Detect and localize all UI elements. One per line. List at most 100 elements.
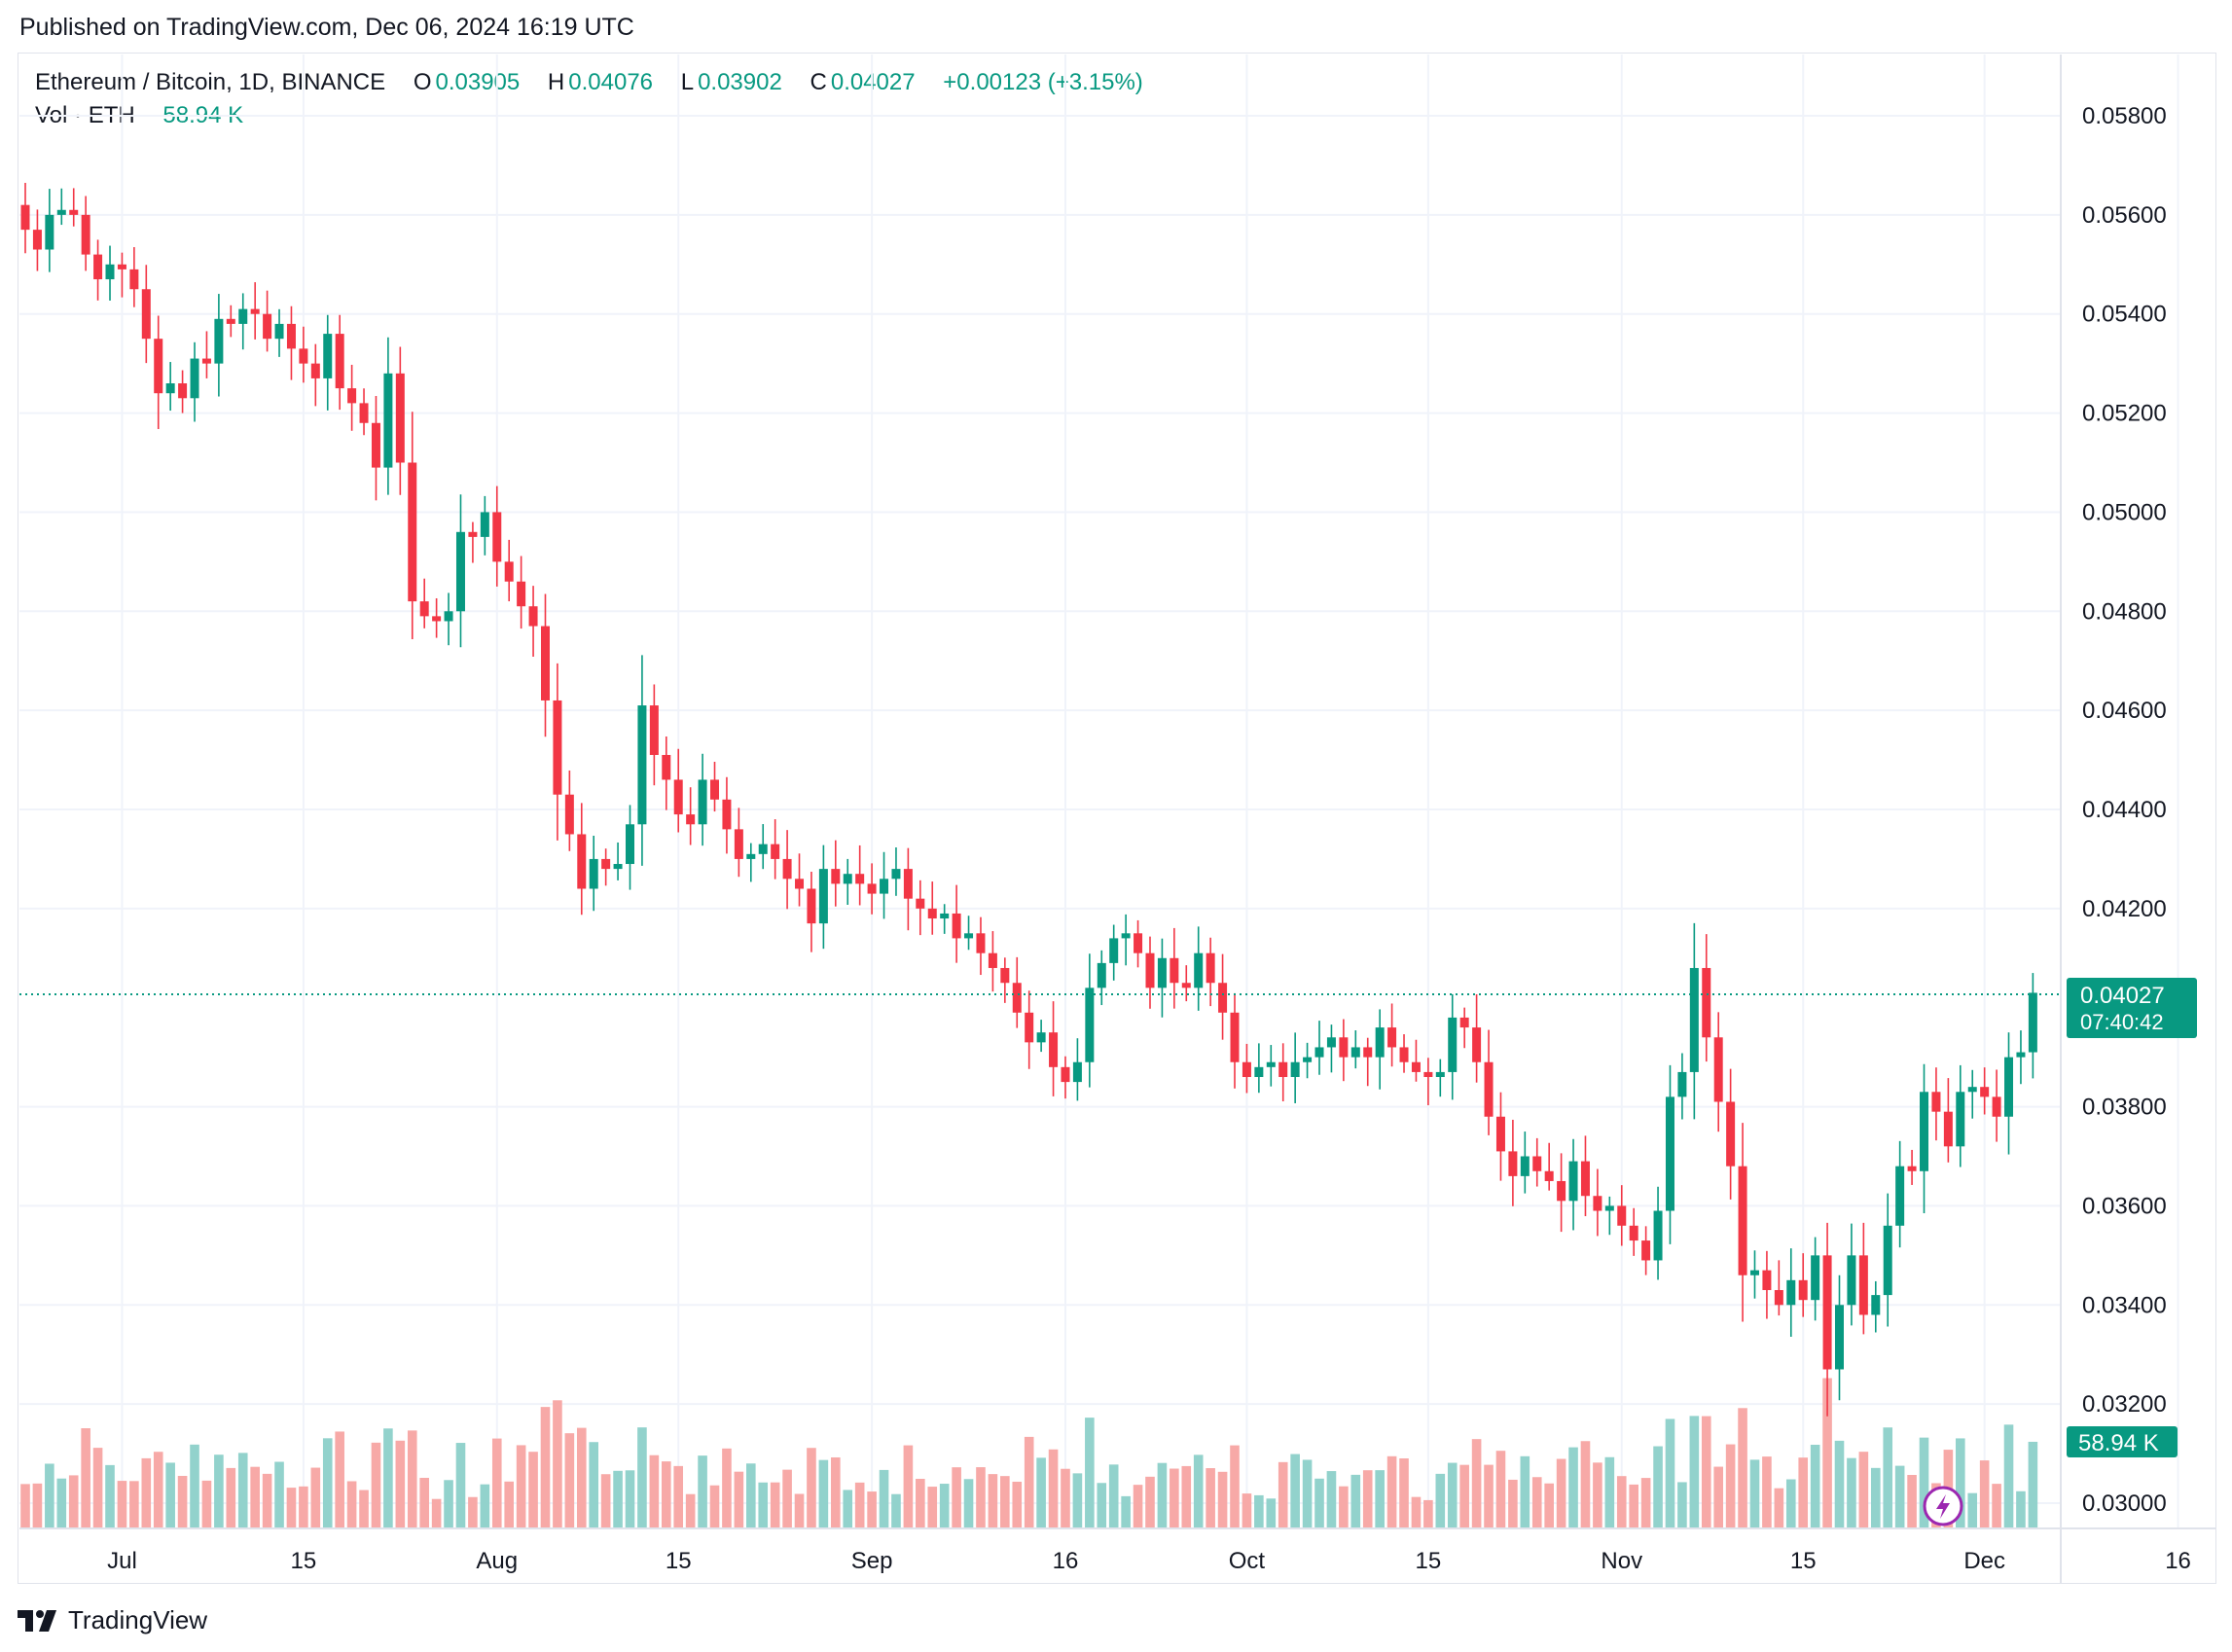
x-tick-label: Aug <box>476 1548 518 1574</box>
candle-body <box>263 313 272 340</box>
volume-bar <box>468 1496 478 1527</box>
candle-body <box>56 209 66 215</box>
price-axis[interactable]: 0.05800 0.05600 0.05400 0.05200 0.05000 0.048… <box>2082 103 2167 1517</box>
volume-bar <box>1665 1419 1675 1527</box>
volume-bar <box>782 1469 792 1527</box>
volume-bar <box>589 1442 599 1527</box>
candle-body <box>1230 1012 1240 1062</box>
volume-bar <box>1375 1470 1385 1527</box>
volume-bar <box>1774 1488 1784 1527</box>
candle-body <box>1049 1032 1059 1067</box>
volume-bar <box>2016 1490 2026 1527</box>
candle-body <box>383 373 393 468</box>
volume-bar <box>1762 1456 1772 1527</box>
candle-body <box>1109 938 1119 963</box>
candle-body <box>771 844 780 859</box>
candle-body <box>1435 1071 1445 1078</box>
volume-bar <box>952 1467 961 1527</box>
volume-bar <box>201 1480 212 1527</box>
candle-body <box>419 601 429 617</box>
candle-body <box>1278 1061 1288 1078</box>
volume-bar <box>214 1454 224 1527</box>
volume-bar <box>1616 1476 1627 1527</box>
candle-body <box>722 799 732 830</box>
candle-body <box>1580 1161 1590 1197</box>
volume-bar <box>637 1427 647 1527</box>
volume-bar <box>274 1461 284 1527</box>
candle-body <box>432 616 442 622</box>
time-axis[interactable]: Jul 15 Aug 15 Sep 16 Oct 15 Nov 15 Dec 16 <box>107 1548 2191 1574</box>
volume-bar <box>419 1477 429 1527</box>
close-value: 0.04027 <box>830 69 916 95</box>
candle-body <box>855 874 865 884</box>
volume-bar <box>1629 1484 1638 1527</box>
volume-bar <box>455 1443 466 1527</box>
brand-logo[interactable]: TradingView <box>18 1605 207 1635</box>
candle-body <box>1665 1096 1674 1211</box>
candle-body <box>1206 952 1215 984</box>
x-tick-label: Nov <box>1601 1548 1642 1574</box>
candle-body <box>540 626 550 700</box>
candle-body <box>1641 1240 1651 1261</box>
volume-bar <box>20 1484 30 1527</box>
volume-bar <box>1435 1473 1446 1527</box>
volume-bar <box>32 1483 43 1527</box>
volume-bar <box>1956 1438 1965 1527</box>
volume-bar <box>1302 1459 1313 1527</box>
volume-bar <box>81 1428 90 1527</box>
volume-bar <box>1471 1439 1482 1527</box>
volume-bar <box>286 1488 297 1527</box>
candle-body <box>1593 1196 1602 1211</box>
volume-bar <box>335 1431 344 1527</box>
low-label: L <box>680 69 695 95</box>
volume-bar <box>68 1475 79 1527</box>
candle-body <box>988 952 997 968</box>
volume-bar <box>2028 1441 2038 1527</box>
volume-bar <box>807 1448 816 1527</box>
last-price-text: 0.04027 <box>2080 983 2165 1009</box>
volume-bar <box>553 1400 562 1527</box>
candle-body <box>867 883 877 894</box>
volume-bar <box>1072 1473 1083 1527</box>
candle-body <box>1375 1027 1385 1058</box>
x-tick-label: Oct <box>1229 1548 1266 1574</box>
volume-bar <box>673 1465 684 1527</box>
published-note: Published on TradingView.com, Dec 06, 20… <box>19 14 634 41</box>
volume-badge-text: 58.94 K <box>2078 1430 2159 1456</box>
candle-body <box>154 339 163 394</box>
volume-bar <box>1048 1449 1059 1527</box>
lightning-icon[interactable] <box>1923 1486 1963 1526</box>
volume-bar <box>722 1448 732 1527</box>
volume-bar <box>770 1482 780 1527</box>
candle-body <box>1363 1047 1373 1058</box>
candle-body <box>214 318 224 364</box>
brand-name: TradingView <box>68 1605 208 1634</box>
candle-body <box>492 512 502 562</box>
candle-body <box>1472 1027 1482 1062</box>
volume-bar <box>1217 1471 1228 1527</box>
volume-bar <box>698 1455 707 1527</box>
volume-bar <box>1447 1462 1458 1527</box>
candle-body <box>1907 1166 1917 1171</box>
candle-body <box>1967 1087 1977 1093</box>
candle-body <box>964 933 974 939</box>
volume-bar <box>1423 1499 1433 1527</box>
volume-bar <box>165 1462 175 1527</box>
candle-body <box>1956 1092 1965 1147</box>
volume-bar <box>976 1467 986 1527</box>
volume-bar <box>1580 1441 1591 1527</box>
chart-frame[interactable] <box>18 53 2216 1584</box>
volume-bar <box>600 1474 611 1527</box>
candle-body <box>1557 1180 1566 1202</box>
candle-body <box>1459 1017 1469 1028</box>
volume-bar <box>709 1485 720 1527</box>
volume-bar <box>516 1445 526 1527</box>
candle-body <box>662 754 671 780</box>
volume-bar <box>613 1470 623 1527</box>
volume-bar <box>891 1493 901 1527</box>
candle-body <box>1411 1061 1421 1072</box>
price-badge-bg <box>2067 978 2197 1038</box>
candle-body <box>1822 1255 1832 1370</box>
y-tick-label: 0.03000 <box>2082 1490 2167 1517</box>
